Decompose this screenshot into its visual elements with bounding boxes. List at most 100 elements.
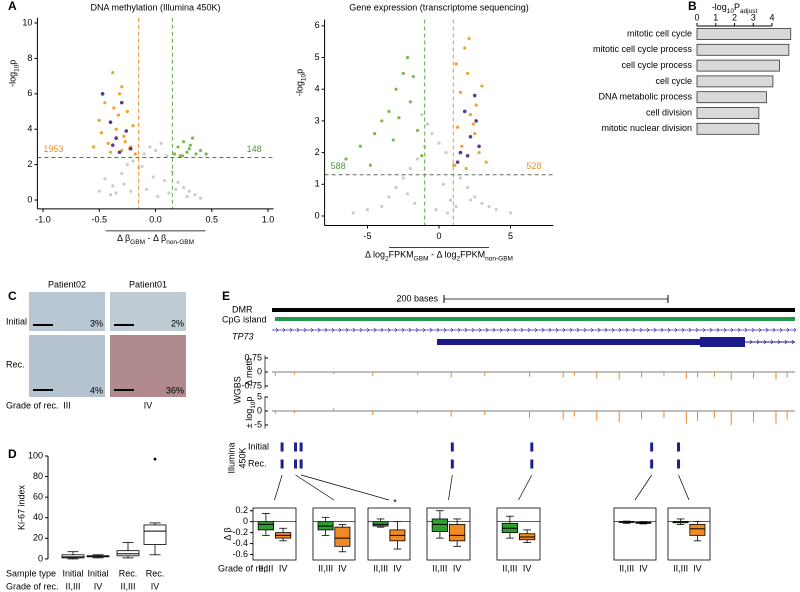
point: [466, 71, 470, 75]
outlier: [153, 457, 157, 461]
point: [373, 131, 377, 136]
y-tick-label: 80: [33, 471, 43, 481]
point: [473, 195, 477, 199]
gene-strand: [590, 327, 594, 333]
point: [468, 112, 473, 117]
feature-label: DMR: [232, 304, 253, 314]
probe: [280, 442, 284, 452]
connector: [634, 474, 652, 501]
probe: [294, 442, 298, 452]
point: [408, 100, 412, 104]
group-label: II,III: [502, 563, 517, 573]
gene-strand: [784, 339, 788, 345]
y-tick-label: 5: [315, 52, 320, 62]
point: [100, 92, 105, 96]
group-label: IV: [338, 563, 347, 573]
grade: III: [63, 400, 71, 410]
point: [167, 191, 171, 195]
point: [455, 160, 460, 164]
gene-strand: [352, 327, 356, 333]
connector: [448, 474, 453, 501]
bar: [696, 28, 792, 40]
point: [133, 152, 137, 156]
gene-strand: [331, 327, 335, 333]
probe: [280, 459, 284, 469]
point: [108, 150, 113, 154]
gene-strand: [450, 327, 454, 333]
point: [472, 93, 477, 98]
bar: [696, 75, 774, 88]
point: [453, 163, 457, 167]
x-tick-label: 1: [713, 12, 718, 22]
gene-strand: [737, 327, 741, 333]
gene-strand: [611, 327, 615, 333]
probe-label: 450K: [237, 447, 247, 468]
probe-label: Illumina: [226, 442, 236, 473]
count-label: 1953: [43, 144, 63, 154]
point: [401, 176, 405, 180]
point: [387, 109, 391, 114]
plot-frame: [496, 507, 541, 561]
category-label: Initial: [62, 568, 83, 578]
gene-strand: [520, 327, 524, 333]
box: [61, 554, 85, 559]
probe: [450, 459, 454, 469]
label-part: GBM: [414, 255, 429, 262]
gene-strand: [422, 327, 426, 333]
label-part: ± log: [244, 409, 254, 428]
gene-strand: [646, 327, 650, 333]
cpg-bar: [275, 317, 795, 321]
y-tick-label: 6: [315, 20, 320, 30]
panel-label: E: [222, 289, 230, 303]
point: [148, 145, 152, 149]
point: [368, 163, 372, 167]
group-label: II,III: [258, 563, 273, 573]
plot-frame: [613, 507, 657, 561]
bar: [696, 91, 767, 104]
x-tick-label: 2: [732, 12, 737, 22]
point: [178, 154, 182, 158]
connector: [295, 474, 335, 501]
track-label: Δ meth: [244, 358, 254, 386]
point: [474, 103, 478, 107]
y-tick-label: 3: [315, 115, 320, 125]
gene-strand: [506, 327, 510, 333]
point: [191, 136, 195, 140]
x-axis-label: Δ βGBM - Δ βnon-GBM: [117, 233, 194, 245]
gene-strand: [492, 327, 496, 333]
y-tick-label: 1: [315, 179, 320, 189]
gene-strand: [681, 327, 685, 333]
label-part: - Δ β: [145, 233, 166, 243]
point: [405, 192, 410, 196]
gene-strand: [310, 327, 314, 333]
point: [445, 211, 450, 215]
column-label: Patient01: [129, 279, 167, 289]
point: [394, 87, 398, 91]
gene-strand: [324, 327, 328, 333]
y-tick-label: 0: [243, 516, 248, 526]
point: [123, 140, 127, 144]
y-tick-label: 0: [257, 366, 262, 376]
point: [119, 100, 124, 105]
point: [455, 125, 460, 129]
point: [140, 164, 144, 169]
y-axis-label: Ki-67 index: [16, 484, 26, 530]
point: [473, 131, 477, 136]
point: [471, 122, 475, 126]
category-label: IV: [94, 581, 103, 591]
point: [454, 62, 458, 66]
label-part: P: [734, 2, 740, 12]
label-part: GBM: [130, 239, 145, 246]
box: [448, 524, 466, 542]
point: [117, 150, 122, 155]
point: [116, 113, 120, 117]
point: [114, 127, 118, 131]
y-tick-label: 60: [33, 492, 43, 502]
category-label: Rec.: [146, 568, 165, 578]
bar: [696, 122, 760, 135]
significance: *: [393, 497, 397, 507]
point: [460, 144, 464, 148]
connector: [274, 474, 283, 501]
gene-strand: [749, 339, 753, 345]
percent-label: 36%: [166, 385, 184, 395]
